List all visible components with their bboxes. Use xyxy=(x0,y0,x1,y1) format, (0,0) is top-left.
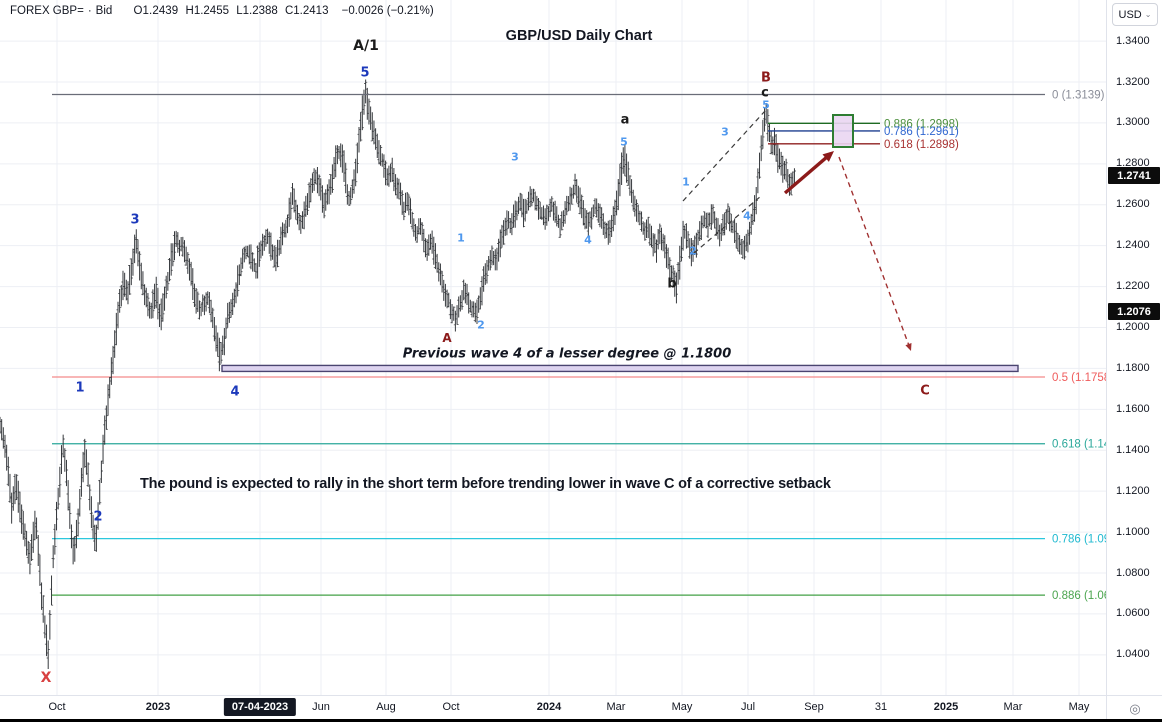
currency-dropdown[interactable]: USD ⌄ xyxy=(1112,3,1158,26)
fib-label: 0.618 (1.1432) xyxy=(1052,439,1106,451)
wave-label-1: 1 xyxy=(682,175,690,189)
fib-label: 0.786 (1.0968) xyxy=(1052,534,1106,546)
wave-label-2: 2 xyxy=(689,244,697,258)
time-tick: 2023 xyxy=(145,701,171,713)
fib-retracement-minor[interactable]: 0.886 (1.2998)0.786 (1.2961)0.618 (1.289… xyxy=(768,118,959,151)
wave-label-a: a xyxy=(620,112,630,128)
close-value: C1.2413 xyxy=(284,5,329,17)
time-tick: Jun xyxy=(312,701,330,713)
wave-label-4: 4 xyxy=(743,209,751,223)
symbol-name: FOREX GBP= xyxy=(10,5,84,17)
price-tick: 1.3200 xyxy=(1116,75,1150,88)
price-tick: 1.1800 xyxy=(1116,361,1150,374)
price-tick: 1.2000 xyxy=(1116,321,1150,334)
time-tick: Aug xyxy=(376,701,396,713)
selected-date-badge: 07-04-2023 xyxy=(223,698,297,716)
separator-dot: · xyxy=(87,5,92,17)
fib-retracement-major[interactable]: 0 (1.3139) 0.5 (1.1758) 0.618 (1.1432) 0.78… xyxy=(52,90,1106,603)
price-tick: 1.2200 xyxy=(1116,280,1150,293)
price-tick: 1.2600 xyxy=(1116,198,1150,211)
time-tick: Sep xyxy=(804,701,824,713)
time-tick: Mar xyxy=(606,701,626,713)
time-tick: 2025 xyxy=(933,701,959,713)
price-tick: 1.3400 xyxy=(1116,34,1150,47)
time-axis[interactable]: 07-04-2023 Oct 2023 Jun Aug Oct 2024 Mar May Jul… xyxy=(0,695,1162,720)
wave-label-c: c xyxy=(761,85,769,101)
wave-label-C: C xyxy=(920,383,930,399)
price-tick: 1.2800 xyxy=(1116,157,1150,170)
last-price-badge: 1.2741 xyxy=(1108,167,1160,185)
price-bars xyxy=(0,79,796,669)
wave-label-4: 4 xyxy=(584,233,592,247)
chart-title: GBP/USD Daily Chart xyxy=(505,28,653,44)
fib-label: 0.618 (1.2898) xyxy=(884,139,959,151)
quote-header: FOREX GBP= · Bid O1.2439 H1.2455 L1.2388 C… xyxy=(10,5,438,17)
price-tick: 1.0400 xyxy=(1116,648,1150,661)
fib-label: 0.786 (1.2961) xyxy=(884,126,959,138)
wave4-zone-band[interactable] xyxy=(221,364,1019,373)
rally-arrow[interactable] xyxy=(783,151,834,195)
wave-label-1: 1 xyxy=(457,231,465,245)
low-value: L1.2388 xyxy=(236,5,278,17)
time-tick: Jul xyxy=(740,701,756,713)
wave-label-A/1: A/1 xyxy=(353,38,379,54)
chevron-down-icon: ⌄ xyxy=(1144,10,1152,19)
time-tick: May xyxy=(1068,701,1090,713)
wave-label-2: 2 xyxy=(477,318,485,332)
marker-price-badge: 1.2076 xyxy=(1108,303,1160,321)
bottom-edge-strip xyxy=(0,719,1162,722)
time-tick: 31 xyxy=(874,701,888,713)
time-tick: Oct xyxy=(48,701,66,713)
wave-label-3: 3 xyxy=(721,125,729,139)
wave-c-projection-arrow[interactable] xyxy=(838,156,912,351)
wave4-zone-annotation: Previous wave 4 of a lesser degree @ 1.1… xyxy=(402,346,732,362)
chart-canvas: 0 (1.3139) 0.5 (1.1758) 0.618 (1.1432) 0.78… xyxy=(0,0,1106,695)
time-tick: 2024 xyxy=(536,701,562,713)
price-tick: 1.3000 xyxy=(1116,116,1150,129)
wave-label-A: A xyxy=(442,331,452,345)
price-tick: 1.1000 xyxy=(1116,525,1150,538)
wave-label-5: 5 xyxy=(762,98,770,112)
fib-label: 0 (1.3139) xyxy=(1052,90,1105,102)
change-value: −0.0026 (−0.21%) xyxy=(341,5,434,17)
quote-side: Bid xyxy=(95,5,113,17)
chart-plot-area[interactable]: 0 (1.3139) 0.5 (1.1758) 0.618 (1.1432) 0.78… xyxy=(0,0,1106,695)
price-tick: 1.1200 xyxy=(1116,484,1150,497)
price-tick: 1.0600 xyxy=(1116,607,1150,620)
currency-label: USD xyxy=(1118,8,1142,21)
wave-label-b: b xyxy=(667,276,677,292)
axis-corner: ◎ xyxy=(1106,695,1162,720)
axis-settings-icon[interactable]: ◎ xyxy=(1129,700,1141,716)
fib-label: 0.886 (1.2998) xyxy=(884,118,959,130)
price-tick: 1.0800 xyxy=(1116,566,1150,579)
time-tick: Mar xyxy=(1003,701,1023,713)
price-tick: 1.1400 xyxy=(1116,443,1150,456)
wave-label-1: 1 xyxy=(75,380,85,396)
fib-label: 0.5 (1.1758) xyxy=(1052,372,1106,384)
wave-label-2: 2 xyxy=(93,509,103,525)
wave-label-3: 3 xyxy=(511,150,519,164)
wave-label-5: 5 xyxy=(360,65,370,81)
fib-label: 0.886 (1.0692) xyxy=(1052,590,1106,602)
wave-label-4: 4 xyxy=(230,384,240,400)
price-tick: 1.1600 xyxy=(1116,402,1150,415)
high-value: H1.2455 xyxy=(185,5,229,17)
target-price-box[interactable] xyxy=(832,114,854,148)
price-tick: 1.2400 xyxy=(1116,239,1150,252)
time-tick: Oct xyxy=(442,701,460,713)
wave-label-3: 3 xyxy=(130,212,140,228)
price-axis[interactable]: 1.2741 1.2076 1.3400 1.3200 1.3000 1.2800 1.… xyxy=(1106,0,1162,695)
wave-label-5: 5 xyxy=(620,135,628,149)
outlook-annotation: The pound is expected to rally in the sh… xyxy=(140,476,831,492)
wave-label-X: X xyxy=(40,670,52,686)
open-value: O1.2439 xyxy=(133,5,179,17)
time-tick: May xyxy=(671,701,693,713)
trend-channel-line[interactable] xyxy=(682,110,766,202)
trend-channel-line[interactable] xyxy=(693,195,762,254)
wave-label-B: B xyxy=(761,70,771,86)
